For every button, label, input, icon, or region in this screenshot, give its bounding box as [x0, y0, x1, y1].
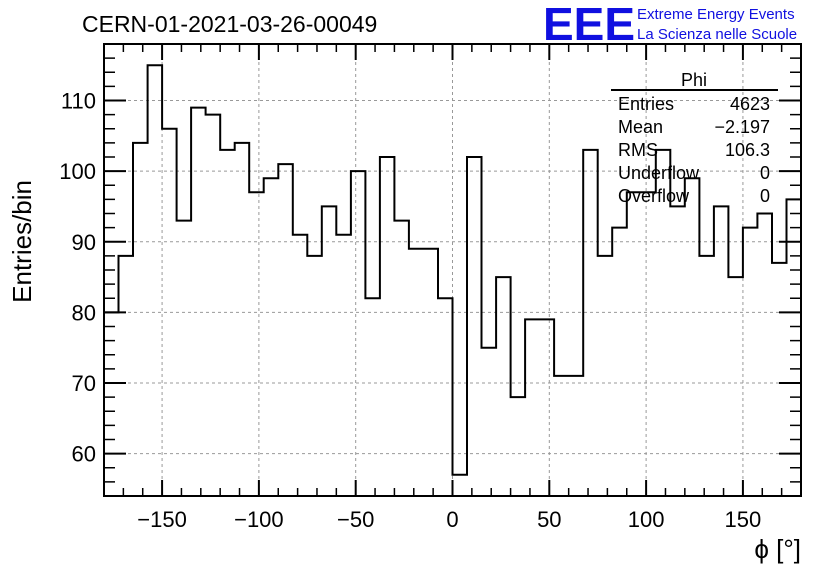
stats-value: 0: [760, 163, 770, 183]
y-tick-label: 80: [72, 300, 96, 325]
x-tick-label: 50: [537, 507, 561, 532]
x-tick-labels: −150 −100 −50 0 50 100 150: [137, 507, 761, 532]
x-tick-label: 150: [725, 507, 762, 532]
x-tick-label: −100: [234, 507, 284, 532]
eee-logo-mark: EEE: [543, 0, 635, 50]
stats-row-rms: RMS 106.3: [618, 140, 770, 160]
stats-value: 106.3: [725, 140, 770, 160]
x-tick-label: 0: [446, 507, 458, 532]
x-axis-title: ϕ [°]: [754, 534, 801, 564]
eee-logo-line1: Extreme Energy Events: [637, 6, 795, 23]
stats-label: RMS: [618, 140, 658, 160]
x-tick-label: −50: [337, 507, 374, 532]
stats-label: Entries: [618, 94, 674, 114]
y-tick-label: 100: [59, 159, 96, 184]
y-tick-labels: 60 70 80 90 100 110: [59, 89, 96, 467]
histogram-series: [104, 64, 801, 476]
stats-row-underflow: Underflow 0: [618, 163, 770, 183]
stats-value: 0: [760, 186, 770, 206]
x-tick-label: −150: [137, 507, 187, 532]
stats-label: Underflow: [618, 163, 700, 183]
stats-label: Mean: [618, 117, 663, 137]
stats-row-overflow: Overflow 0: [618, 186, 770, 206]
stats-box-title: Phi: [681, 70, 707, 90]
y-tick-label: 70: [72, 371, 96, 396]
y-axis-title: Entries/bin: [7, 180, 37, 303]
stats-value: −2.197: [714, 117, 770, 137]
y-tick-label: 90: [72, 230, 96, 255]
stats-value: 4623: [730, 94, 770, 114]
run-title: CERN-01-2021-03-26-00049: [82, 11, 377, 37]
stats-row-entries: Entries 4623: [618, 94, 770, 114]
y-tick-label: 60: [72, 442, 96, 467]
y-tick-label: 110: [61, 89, 96, 114]
eee-logo-line2: La Scienza nelle Scuole: [637, 26, 797, 43]
axis-ticks: [103, 43, 802, 497]
eee-logo: EEE Extreme Energy Events La Scienza nel…: [543, 0, 797, 50]
x-tick-label: 100: [628, 507, 665, 532]
stats-label: Overflow: [618, 186, 690, 206]
stats-box: Phi Entries 4623 Mean −2.197 RMS 106.3 U…: [611, 70, 778, 206]
stats-row-mean: Mean −2.197: [618, 117, 770, 137]
